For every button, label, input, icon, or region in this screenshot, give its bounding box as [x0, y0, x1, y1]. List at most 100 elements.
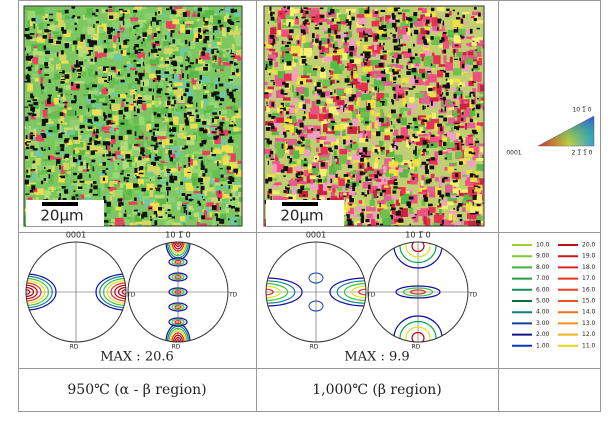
grain	[342, 53, 347, 60]
speck	[108, 114, 112, 118]
grain	[291, 127, 293, 133]
speck	[138, 97, 142, 99]
speck	[316, 100, 320, 104]
speck	[392, 15, 396, 20]
speck	[396, 119, 399, 122]
grain	[146, 137, 148, 140]
speck	[133, 183, 137, 187]
speck	[189, 115, 194, 116]
grain	[389, 68, 392, 72]
speck	[376, 223, 379, 225]
speck	[185, 59, 189, 60]
legend-label: 12.0	[582, 331, 596, 338]
speck	[134, 44, 139, 47]
speck	[398, 218, 402, 222]
speck	[201, 140, 206, 144]
speck	[215, 97, 218, 99]
grain	[332, 185, 339, 189]
speck	[285, 11, 287, 12]
speck	[347, 180, 350, 183]
grain	[265, 82, 268, 85]
grain	[409, 208, 414, 214]
grain	[465, 81, 468, 86]
speck	[137, 80, 140, 84]
speck	[470, 29, 473, 34]
speck	[380, 55, 383, 59]
speck	[460, 85, 462, 86]
speck	[329, 150, 333, 152]
speck	[199, 128, 204, 132]
speck	[394, 71, 399, 74]
speck	[25, 116, 28, 121]
speck	[25, 156, 28, 159]
grain	[90, 91, 98, 95]
grain	[208, 134, 213, 138]
speck	[478, 13, 481, 17]
grain	[391, 64, 399, 66]
speck	[213, 28, 214, 33]
speck	[89, 138, 92, 141]
speck	[169, 122, 173, 126]
grain	[190, 124, 197, 129]
speck	[48, 130, 52, 132]
speck	[182, 73, 184, 78]
grain	[34, 152, 43, 157]
grain	[323, 79, 332, 86]
speck	[33, 148, 38, 150]
speck	[302, 97, 304, 101]
grain	[130, 17, 138, 21]
speck	[203, 95, 207, 99]
grain	[78, 51, 83, 57]
speck	[391, 109, 396, 113]
speck	[406, 17, 410, 20]
grain	[476, 164, 484, 170]
grain	[54, 32, 59, 34]
speck	[461, 36, 465, 38]
speck	[204, 24, 208, 25]
grain	[180, 168, 184, 173]
grain	[192, 177, 197, 186]
speck	[141, 42, 143, 43]
caption: 950℃ (α - β region)	[67, 382, 206, 398]
grain	[98, 69, 104, 74]
speck	[361, 215, 364, 219]
grain	[154, 55, 157, 58]
grain	[269, 49, 275, 51]
speck	[383, 51, 387, 53]
grain	[418, 134, 427, 136]
speck	[167, 198, 168, 201]
speck	[133, 47, 135, 50]
speck	[169, 43, 171, 45]
grain	[484, 83, 489, 91]
speck	[364, 62, 367, 66]
speck	[198, 178, 203, 182]
grain	[462, 207, 466, 212]
speck	[269, 189, 272, 194]
speck	[289, 116, 291, 119]
speck	[415, 146, 417, 151]
speck	[382, 190, 386, 193]
speck	[414, 30, 418, 34]
grain	[379, 141, 384, 146]
grain	[338, 178, 344, 186]
speck	[40, 84, 42, 87]
grain	[51, 186, 53, 192]
speck	[72, 196, 76, 200]
grain	[222, 117, 224, 120]
speck	[380, 203, 381, 208]
grain	[371, 110, 374, 115]
speck	[347, 52, 348, 53]
speck	[142, 212, 147, 217]
speck	[119, 37, 120, 42]
speck	[473, 202, 474, 206]
speck	[414, 136, 418, 138]
speck	[383, 47, 384, 49]
speck	[437, 19, 442, 21]
speck	[95, 57, 97, 62]
grain	[371, 84, 376, 86]
speck	[376, 131, 380, 136]
grain	[162, 139, 165, 147]
speck	[155, 157, 159, 161]
grain	[193, 64, 203, 67]
speck	[406, 104, 408, 107]
